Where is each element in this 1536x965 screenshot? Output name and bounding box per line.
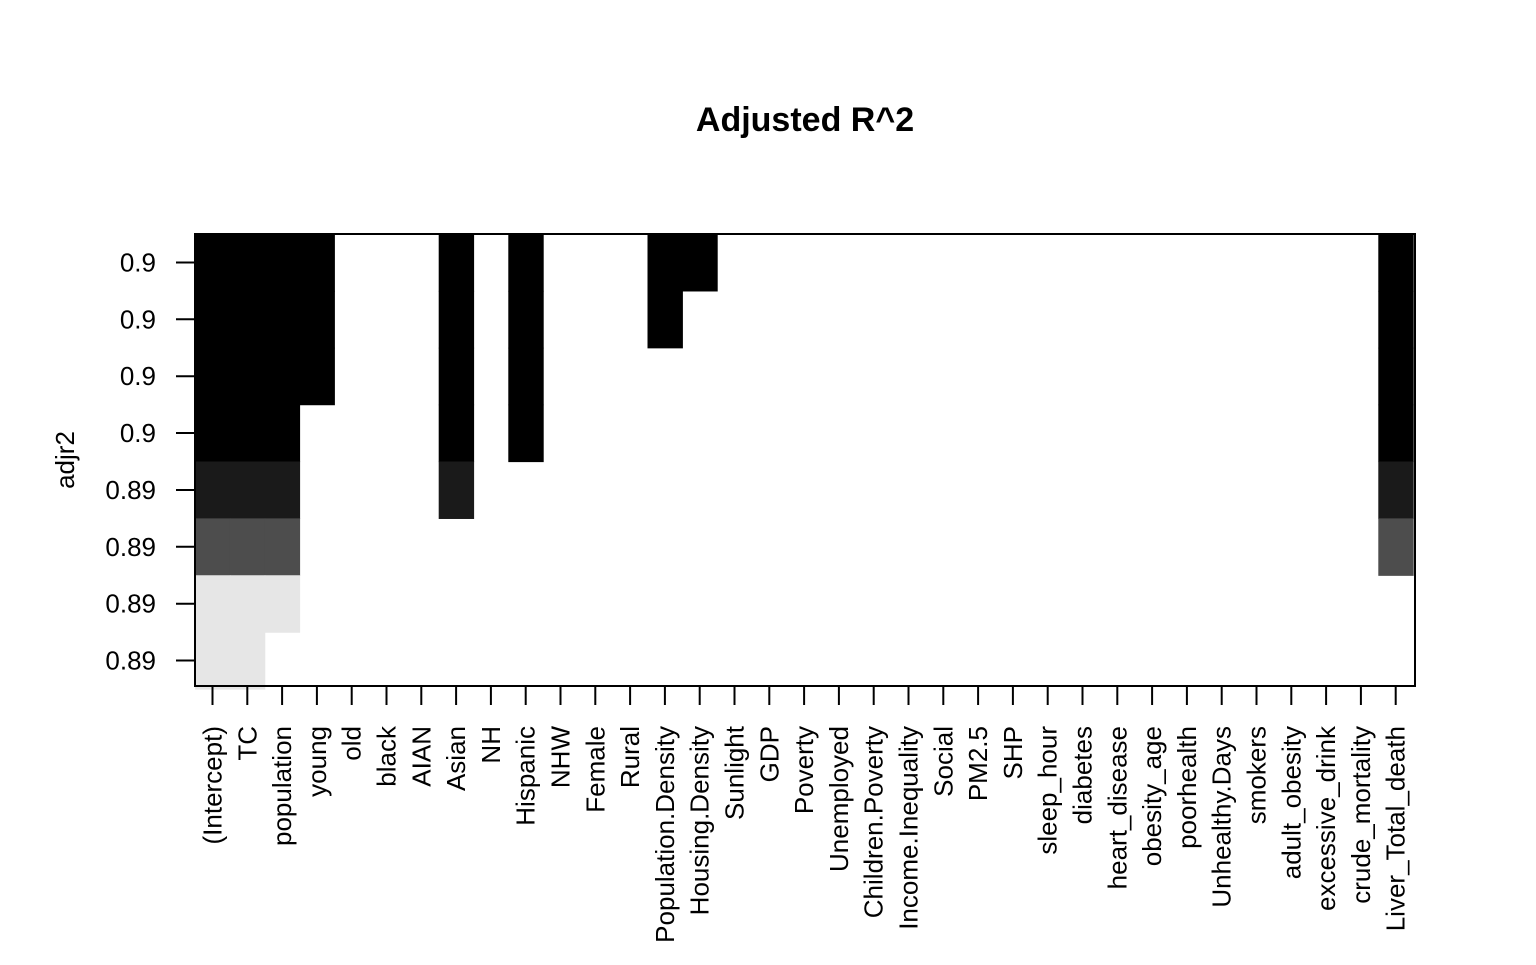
heatmap-cell xyxy=(264,575,301,633)
heatmap-cell xyxy=(195,632,231,690)
y-tick-label: 0.89 xyxy=(105,532,156,562)
y-tick-label: 0.9 xyxy=(120,418,156,448)
x-tick-label: Poverty xyxy=(789,726,819,814)
y-axis-title: adjr2 xyxy=(50,431,80,489)
heatmap-cell xyxy=(264,290,301,349)
heatmap-cell xyxy=(229,632,266,690)
x-tick-label: diabetes xyxy=(1068,726,1098,824)
x-tick-label: SHP xyxy=(998,726,1028,779)
y-tick-label: 0.89 xyxy=(105,646,156,676)
x-tick-label: Housing.Density xyxy=(685,726,715,915)
heatmap-cell xyxy=(195,518,231,576)
heatmap-cell xyxy=(1378,290,1414,349)
x-tick-label: sleep_hour xyxy=(1033,726,1063,855)
heatmap-cell xyxy=(299,234,335,292)
heatmap-cell xyxy=(264,518,301,576)
x-tick-label: excessive_drink xyxy=(1311,725,1341,911)
heatmap-cell xyxy=(1378,404,1414,463)
heatmap-cell xyxy=(264,461,301,519)
heatmap-cell xyxy=(264,234,301,292)
heatmap-cell xyxy=(1378,234,1414,292)
x-tick-label: (Intercept) xyxy=(198,726,228,845)
heatmap-cell xyxy=(1378,347,1414,406)
x-tick-label: TC xyxy=(232,726,262,761)
x-tick-label: Income.Inequality xyxy=(894,726,924,930)
heatmap-cell xyxy=(647,234,683,292)
x-tick-label: Unhealthy.Days xyxy=(1207,726,1237,908)
y-tick-label: 0.89 xyxy=(105,589,156,619)
heatmap-cell xyxy=(508,404,544,463)
heatmap-cell xyxy=(229,575,266,633)
x-tick-label: old xyxy=(337,726,367,761)
heatmap-cell xyxy=(438,461,475,519)
heatmap-cell xyxy=(438,404,475,463)
x-tick-label: Unemployed xyxy=(824,726,854,872)
heatmap-cell xyxy=(682,234,718,292)
x-tick-label: smokers xyxy=(1242,726,1272,824)
heatmap-cells xyxy=(195,234,1414,690)
heatmap-cell xyxy=(229,518,266,576)
y-tick-label: 0.9 xyxy=(120,361,156,391)
x-tick-label: AIAN xyxy=(406,726,436,787)
heatmap-cell xyxy=(508,290,544,349)
heatmap-cell xyxy=(1378,518,1414,576)
heatmap-cell xyxy=(229,404,266,463)
heatmap-cell xyxy=(264,404,301,463)
y-tick-label: 0.9 xyxy=(120,247,156,277)
heatmap-cell xyxy=(438,347,475,406)
x-tick-label: black xyxy=(372,725,402,787)
heatmap-cell xyxy=(438,290,475,349)
x-axis-ticks: (Intercept) TC population young old black AIAN… xyxy=(198,686,1411,943)
heatmap-cell xyxy=(438,234,475,292)
heatmap-cell xyxy=(195,234,231,292)
heatmap-cell xyxy=(1378,461,1414,519)
heatmap-cell xyxy=(195,461,231,519)
x-tick-label: Asian xyxy=(441,726,471,791)
x-tick-label: crude_mortality xyxy=(1346,726,1376,904)
x-tick-label: Rural xyxy=(615,726,645,788)
heatmap-cell xyxy=(195,347,231,406)
plot-border xyxy=(194,233,1416,687)
x-tick-label: poorhealth xyxy=(1172,726,1202,849)
heatmap-cell xyxy=(195,575,231,633)
heatmap-cell xyxy=(229,461,266,519)
x-tick-label: Population.Density xyxy=(650,726,680,943)
x-tick-label: Hispanic xyxy=(511,726,541,826)
x-tick-label: Children.Poverty xyxy=(859,726,889,918)
x-tick-label: PM2.5 xyxy=(963,726,993,801)
heatmap-cell xyxy=(195,404,231,463)
x-tick-label: NH xyxy=(476,726,506,764)
chart-title: Adjusted R^2 xyxy=(696,101,914,139)
x-tick-label: heart_disease xyxy=(1102,726,1132,889)
heatmap-cell xyxy=(229,290,266,349)
x-tick-label: young xyxy=(302,726,332,797)
x-tick-label: GDP xyxy=(754,726,784,782)
heatmap-cell xyxy=(229,234,266,292)
heatmap-cell xyxy=(647,290,683,349)
heatmap-cell xyxy=(299,290,335,349)
heatmap-cell xyxy=(264,347,301,406)
x-tick-label: population xyxy=(267,726,297,846)
heatmap-cell xyxy=(195,290,231,349)
x-tick-label: Liver_Total_death xyxy=(1381,726,1411,931)
heatmap-cell xyxy=(508,234,544,292)
y-tick-label: 0.89 xyxy=(105,475,156,505)
x-tick-label: NHW xyxy=(546,726,576,789)
y-tick-label: 0.9 xyxy=(120,304,156,334)
heatmap-cell xyxy=(508,347,544,406)
x-tick-label: Sunlight xyxy=(720,725,750,820)
y-axis-ticks: 0.89 0.89 0.89 0.89 0.9 0.9 0.9 0.9 xyxy=(105,247,195,676)
x-tick-label: Social xyxy=(928,726,958,797)
x-tick-label: Female xyxy=(580,726,610,813)
heatmap-cell xyxy=(299,347,335,406)
x-tick-label: adult_obesity xyxy=(1276,726,1306,879)
heatmap-cell xyxy=(229,347,266,406)
x-tick-label: obesity_age xyxy=(1137,726,1167,866)
